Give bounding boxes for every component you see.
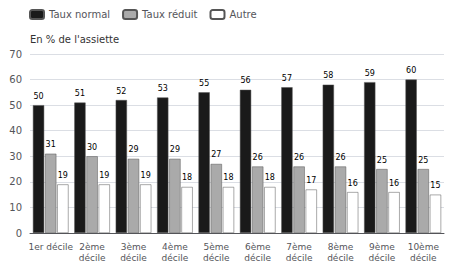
- svg-text:50: 50: [9, 100, 22, 111]
- svg-text:10ème: 10ème: [408, 242, 440, 252]
- svg-text:56: 56: [240, 76, 250, 85]
- svg-text:7ème: 7ème: [286, 242, 312, 252]
- svg-text:décile: décile: [244, 253, 271, 263]
- svg-text:58: 58: [323, 71, 333, 80]
- svg-text:25: 25: [377, 156, 387, 165]
- svg-text:17: 17: [306, 176, 316, 185]
- svg-text:18: 18: [265, 173, 275, 182]
- svg-text:0: 0: [16, 228, 22, 239]
- svg-text:70: 70: [9, 49, 22, 60]
- svg-text:3ème: 3ème: [121, 242, 147, 252]
- svg-text:55: 55: [199, 79, 209, 88]
- svg-text:60: 60: [9, 74, 22, 85]
- svg-text:29: 29: [128, 145, 138, 154]
- svg-text:19: 19: [141, 171, 151, 180]
- svg-text:26: 26: [294, 153, 304, 162]
- svg-text:1er décile: 1er décile: [28, 242, 73, 252]
- svg-text:8ème: 8ème: [328, 242, 354, 252]
- svg-text:30: 30: [87, 143, 97, 152]
- svg-text:60: 60: [406, 66, 416, 75]
- svg-text:16: 16: [389, 179, 399, 188]
- svg-text:décile: décile: [327, 253, 354, 263]
- svg-text:31: 31: [46, 140, 56, 149]
- svg-text:25: 25: [418, 156, 428, 165]
- svg-text:26: 26: [335, 153, 345, 162]
- svg-text:2ème: 2ème: [79, 242, 105, 252]
- svg-text:19: 19: [58, 171, 68, 180]
- svg-text:décile: décile: [120, 253, 147, 263]
- svg-text:29: 29: [170, 145, 180, 154]
- svg-text:décile: décile: [79, 253, 106, 263]
- svg-text:51: 51: [75, 89, 85, 98]
- svg-text:27: 27: [211, 150, 221, 159]
- svg-text:16: 16: [348, 179, 358, 188]
- svg-text:4ème: 4ème: [162, 242, 188, 252]
- svg-text:15: 15: [430, 181, 440, 190]
- svg-text:26: 26: [253, 153, 263, 162]
- svg-text:57: 57: [282, 74, 292, 83]
- svg-text:19: 19: [99, 171, 109, 180]
- svg-text:10: 10: [9, 202, 22, 213]
- svg-text:décile: décile: [162, 253, 189, 263]
- svg-text:Taux normal: Taux normal: [48, 9, 110, 20]
- svg-text:59: 59: [365, 69, 375, 78]
- svg-text:Taux réduit: Taux réduit: [141, 9, 198, 20]
- svg-text:53: 53: [158, 84, 168, 93]
- svg-text:6ème: 6ème: [245, 242, 271, 252]
- svg-text:décile: décile: [410, 253, 437, 263]
- svg-text:En % de l'assiette: En % de l'assiette: [30, 34, 119, 45]
- svg-text:30: 30: [9, 151, 22, 162]
- svg-text:décile: décile: [286, 253, 313, 263]
- svg-text:18: 18: [182, 173, 192, 182]
- svg-text:20: 20: [9, 176, 22, 187]
- svg-text:décile: décile: [203, 253, 230, 263]
- svg-text:18: 18: [223, 173, 233, 182]
- svg-text:5ème: 5ème: [204, 242, 230, 252]
- svg-text:9ème: 9ème: [369, 242, 395, 252]
- svg-text:40: 40: [9, 125, 22, 136]
- svg-text:Autre: Autre: [229, 9, 256, 20]
- svg-text:50: 50: [33, 92, 43, 101]
- svg-text:décile: décile: [369, 253, 396, 263]
- svg-text:52: 52: [116, 87, 126, 96]
